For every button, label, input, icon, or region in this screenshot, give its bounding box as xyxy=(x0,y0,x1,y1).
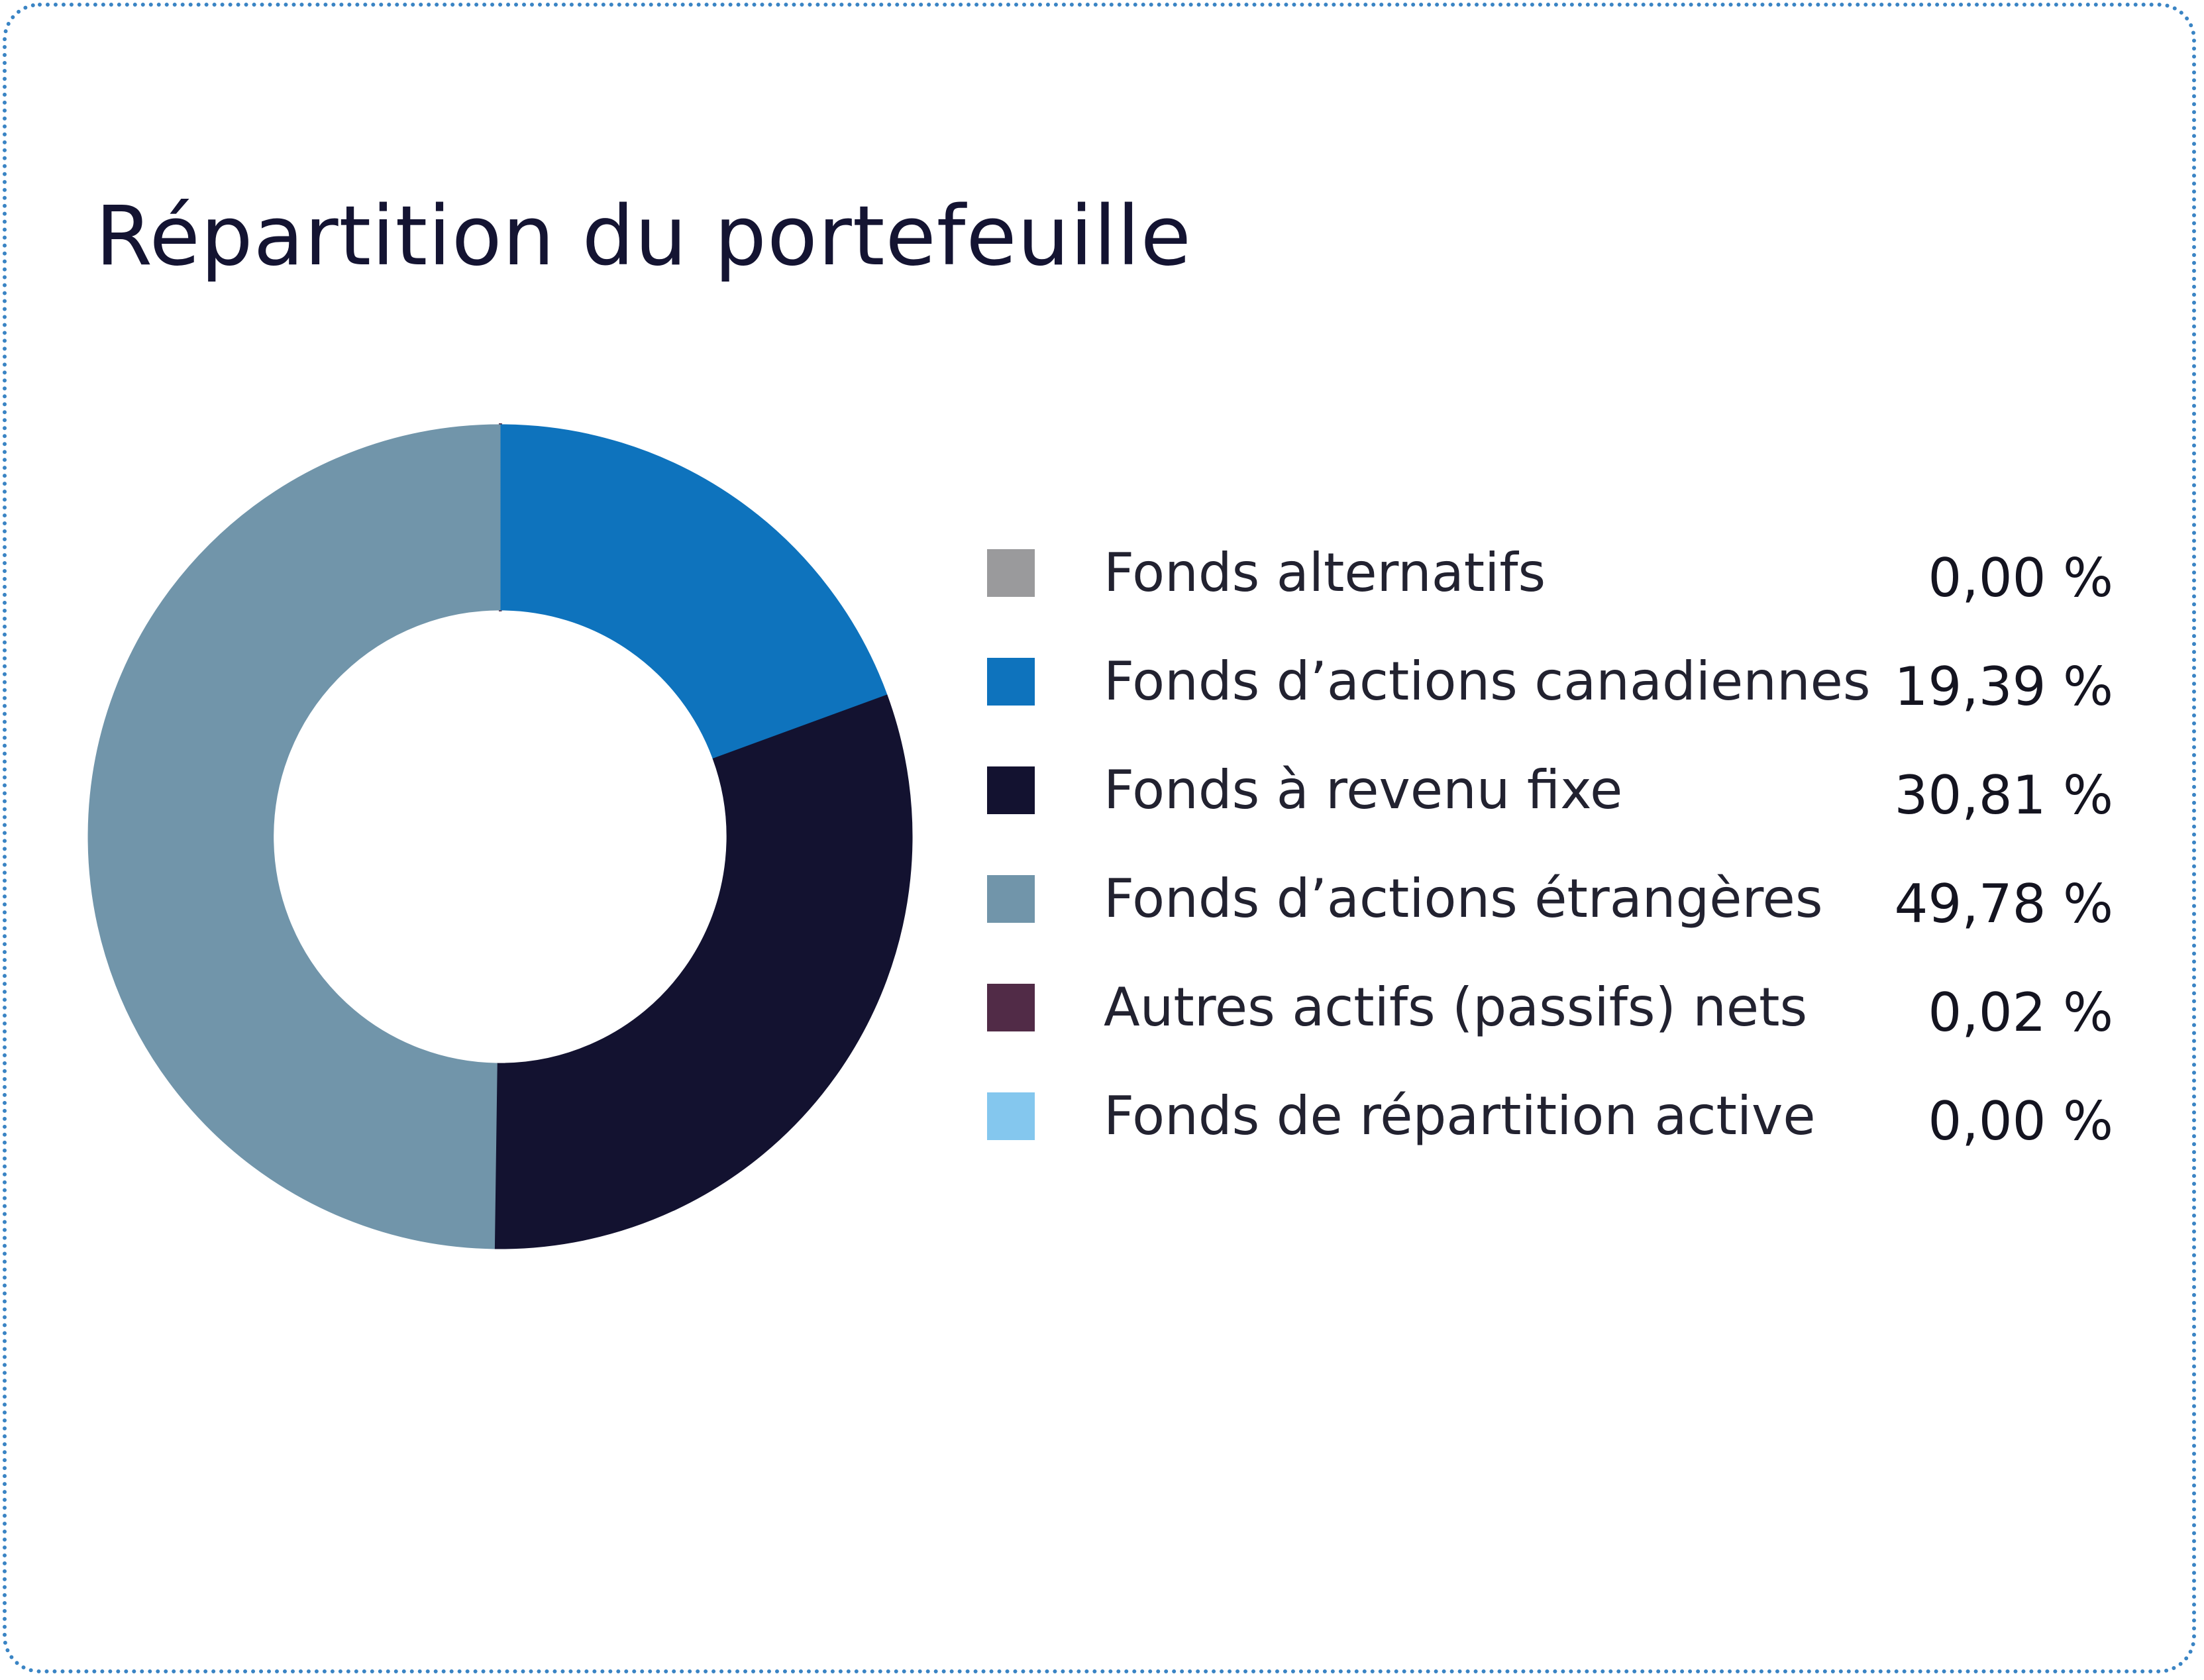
legend-swatch xyxy=(987,1092,1035,1140)
legend-swatch xyxy=(987,549,1035,597)
legend-label: Fonds alternatifs xyxy=(1104,542,1546,604)
legend-item: Autres actifs (passifs) nets 0,02 % xyxy=(987,971,2113,1080)
legend-value: 49,78 % xyxy=(1894,873,2113,935)
legend-item: Fonds de répartition active 0,00 % xyxy=(987,1080,2113,1188)
legend-swatch xyxy=(987,766,1035,814)
legend-swatch xyxy=(987,875,1035,923)
legend-value: 30,81 % xyxy=(1894,764,2113,826)
legend-item: Fonds d’actions canadiennes 19,39 % xyxy=(987,645,2113,754)
legend-item: Fonds alternatifs 0,00 % xyxy=(987,537,2113,645)
chart-legend: Fonds alternatifs 0,00 % Fonds d’actions c… xyxy=(987,537,2113,1188)
legend-value: 19,39 % xyxy=(1894,656,2113,717)
legend-swatch xyxy=(987,658,1035,706)
legend-label: Autres actifs (passifs) nets xyxy=(1104,976,1808,1038)
legend-value: 0,00 % xyxy=(1928,547,2113,609)
donut-slice-4 xyxy=(87,424,501,1249)
donut-chart xyxy=(87,423,913,1249)
chart-title: Répartition du portefeuille xyxy=(95,189,1192,284)
legend-label: Fonds d’actions canadiennes xyxy=(1104,651,1871,712)
legend-value: 0,00 % xyxy=(1928,1090,2113,1152)
donut-slice-3 xyxy=(494,694,913,1249)
legend-item: Fonds d’actions étrangères 49,78 % xyxy=(987,863,2113,971)
legend-label: Fonds à revenu fixe xyxy=(1104,759,1623,821)
chart-card: Répartition du portefeuille Fonds altern… xyxy=(3,3,2196,1673)
legend-value: 0,02 % xyxy=(1928,982,2113,1043)
legend-item: Fonds à revenu fixe 30,81 % xyxy=(987,754,2113,863)
legend-label: Fonds de répartition active xyxy=(1104,1085,1816,1147)
legend-label: Fonds d’actions étrangères xyxy=(1104,868,1823,929)
donut-slice-2 xyxy=(499,424,888,759)
legend-swatch xyxy=(987,984,1035,1031)
